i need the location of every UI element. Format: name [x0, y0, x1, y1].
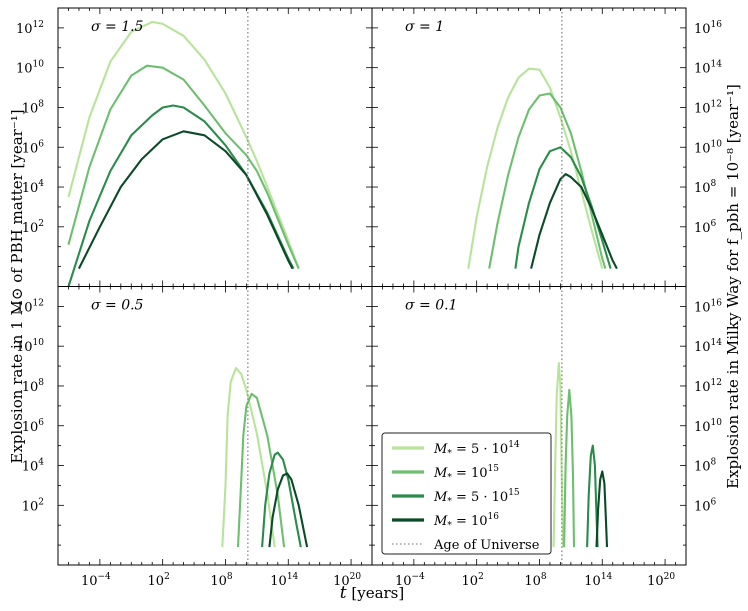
panel-frame: [57, 286, 373, 566]
y-tick-label-right: 1010: [694, 139, 722, 156]
x-tick-label: 102: [462, 572, 484, 589]
y-axis-title-right: Explosion rate in Milky Way for f_pbh = …: [724, 84, 742, 489]
panel-frame: [57, 7, 373, 287]
series-line: [221, 367, 276, 548]
y-tick-label-left: 1010: [16, 60, 44, 77]
y-tick-label-left: 102: [22, 219, 44, 236]
legend-box: [381, 432, 552, 555]
panel-4: σ = 0.1: [371, 286, 687, 566]
legend-label: M* = 5 · 1014: [433, 440, 520, 459]
y-tick-label-right: 108: [694, 458, 717, 475]
x-tick-label: 1020: [647, 572, 675, 589]
y-tick-label-right: 1010: [694, 418, 722, 435]
y-tick-label-right: 106: [694, 219, 717, 236]
panels: σ = 1.5 σ = 1 σ = 0.5 σ = 0.1: [57, 7, 687, 566]
y-tick-label-left: 104: [22, 179, 45, 196]
x-axis-title: t [years]: [340, 583, 404, 603]
y-tick-label-right: 1016: [694, 298, 722, 315]
series-line: [467, 67, 604, 269]
panel-2: σ = 1: [371, 7, 687, 287]
series-line: [595, 470, 609, 548]
x-tick-label: 10−4: [395, 572, 425, 589]
legend: M* = 5 · 1014 M* = 1015 M* = 5 · 1015 M* = …: [381, 432, 552, 555]
series-line: [261, 451, 302, 548]
panel-3: σ = 0.5: [57, 286, 373, 566]
series-line: [488, 92, 607, 269]
series-line: [563, 388, 576, 548]
y-tick-label-right: 1012: [694, 99, 722, 116]
series-line: [268, 472, 309, 548]
legend-label: M* = 5 · 1015: [433, 488, 520, 507]
legend-label: M* = 1015: [433, 464, 499, 483]
legend-label: Age of Universe: [433, 538, 540, 553]
series-group: [467, 67, 618, 270]
x-tick-label: 1014: [584, 572, 612, 589]
y-tick-label-left: 1010: [16, 338, 44, 355]
y-tick-label-right: 106: [694, 497, 717, 514]
axis-labels: 10−4 102 108 1014 1020 10−4 102 108 1014 1020 102 1…: [8, 20, 742, 603]
series-group: [221, 367, 309, 548]
panel-label: σ = 0.1: [405, 298, 457, 314]
x-tick-label: 102: [148, 572, 170, 589]
y-tick-label-left: 108: [22, 378, 45, 395]
legend-label: M* = 1016: [433, 512, 499, 531]
x-tick-label: 108: [210, 572, 233, 589]
series-line: [67, 64, 300, 270]
y-tick-label-left: 106: [22, 139, 45, 156]
series-line: [67, 20, 300, 269]
y-tick-label-left: 102: [22, 497, 44, 514]
y-tick-label-right: 1014: [694, 60, 722, 77]
series-group: [67, 20, 300, 287]
panel-1: σ = 1.5: [57, 7, 373, 287]
panel-label: σ = 0.5: [91, 298, 144, 314]
y-tick-label-left: 104: [22, 458, 45, 475]
y-tick-label-left: 106: [22, 418, 45, 435]
series-line: [236, 392, 286, 548]
y-tick-label-right: 1016: [694, 20, 722, 37]
series-line: [586, 444, 599, 548]
panel-label: σ = 1.5: [91, 19, 144, 35]
x-tick-label: 1020: [333, 572, 361, 589]
y-tick-label-left: 108: [22, 99, 45, 116]
x-tick-label: 1014: [270, 572, 298, 589]
y-tick-label-left: 1012: [16, 20, 44, 37]
panel-label: σ = 1: [405, 19, 444, 35]
panel-frame: [371, 7, 687, 287]
series-line: [77, 130, 294, 270]
x-tick-label: 10−4: [81, 572, 111, 589]
y-tick-label-right: 1012: [694, 378, 722, 395]
y-tick-label-right: 1014: [694, 338, 722, 355]
x-tick-label: 108: [524, 572, 547, 589]
y-axis-title-left: Explosion rate in 1 M⊙ of PBH matter [ye…: [8, 109, 26, 463]
y-tick-label-left: 1012: [16, 298, 44, 315]
panel-frame: [371, 286, 687, 566]
series-line: [530, 173, 618, 270]
y-tick-label-right: 108: [694, 179, 717, 196]
